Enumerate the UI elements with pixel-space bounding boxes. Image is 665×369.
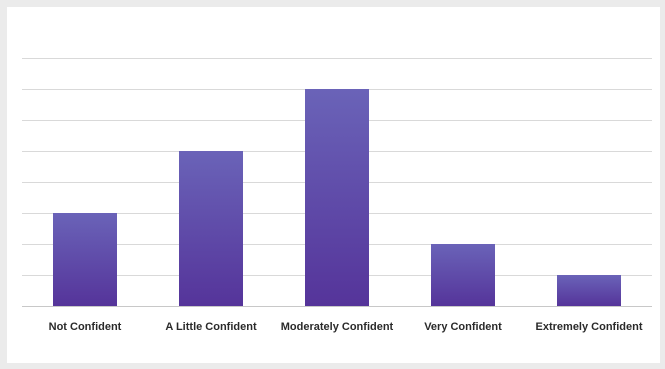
bar-very-confident <box>431 244 495 306</box>
x-tick-label: Moderately Confident <box>281 321 394 333</box>
bar-moderately-confident <box>305 89 369 306</box>
bar-not-confident <box>53 213 117 306</box>
x-tick-label: A Little Confident <box>165 321 257 333</box>
bar-extremely-confident <box>557 275 621 306</box>
x-tick-label: Very Confident <box>424 321 502 333</box>
x-tick-label: Extremely Confident <box>536 321 643 333</box>
category-labels: Not Confident A Little Confident Moderatel… <box>49 321 643 333</box>
x-tick-label: Not Confident <box>49 321 122 333</box>
bars <box>53 89 621 306</box>
bar-a-little-confident <box>179 151 243 306</box>
